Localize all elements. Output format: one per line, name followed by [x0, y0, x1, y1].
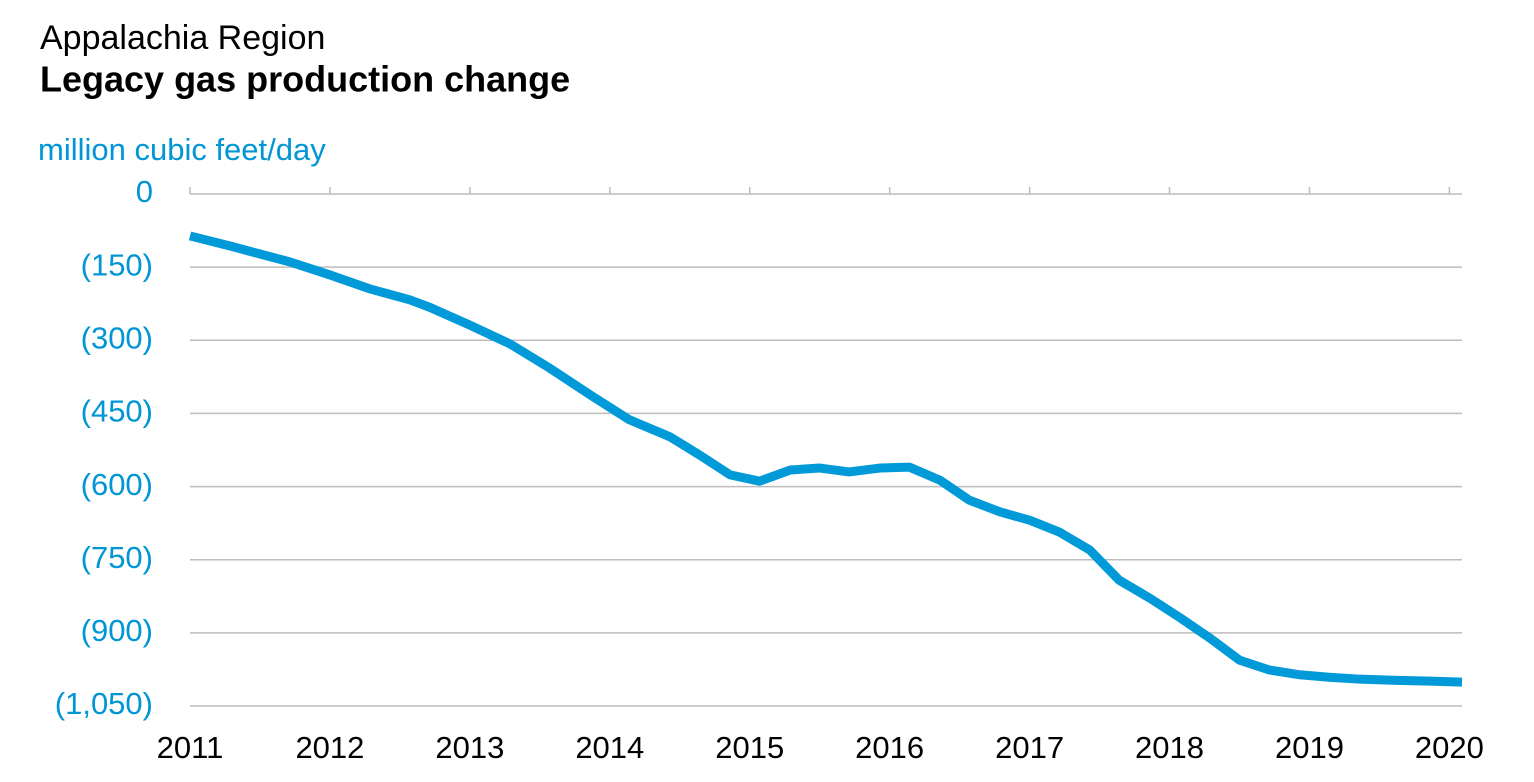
x-tick-label: 2015	[715, 730, 784, 765]
y-tick-label: (750)	[81, 540, 153, 575]
x-tick-label: 2018	[1135, 730, 1204, 765]
y-tick-label: (450)	[81, 394, 153, 429]
x-tick-label: 2013	[435, 730, 504, 765]
y-tick-label: 0	[136, 174, 153, 209]
x-tick-label: 2017	[995, 730, 1064, 765]
chart-subtitle: Legacy gas production change	[40, 59, 570, 100]
x-tick-label: 2011	[157, 730, 224, 765]
y-tick-label: (600)	[81, 467, 153, 502]
x-tick-label: 2012	[295, 730, 364, 765]
x-tick-label: 2020	[1415, 730, 1484, 765]
y-tick-label: (300)	[81, 320, 153, 355]
y-tick-label: (1,050)	[55, 686, 153, 721]
data-line	[188, 231, 1463, 687]
x-tick-label: 2019	[1275, 730, 1344, 765]
x-tick-label: 2014	[575, 730, 644, 765]
chart-title: Appalachia Region	[40, 19, 325, 57]
y-axis-label: million cubic feet/day	[38, 132, 326, 167]
x-tick-label: 2016	[855, 730, 924, 765]
y-tick-label: (150)	[81, 247, 153, 282]
y-tick-label: (900)	[81, 613, 153, 648]
